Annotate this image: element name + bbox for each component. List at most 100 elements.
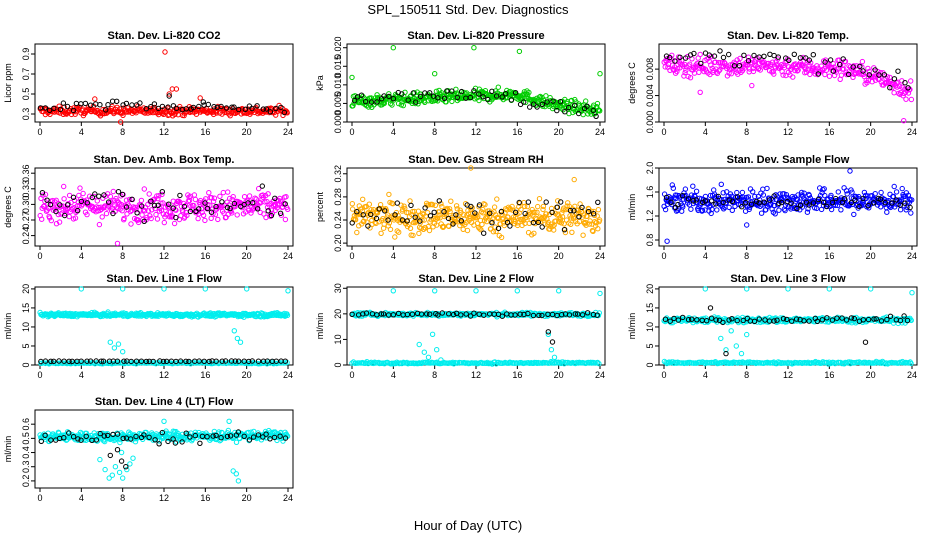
data-point	[208, 215, 214, 222]
x-tick-label: 16	[200, 370, 210, 380]
data-point	[245, 429, 252, 436]
data-point	[382, 208, 388, 214]
data-point	[540, 203, 547, 210]
data-point	[44, 197, 50, 203]
data-point	[576, 218, 583, 225]
data-point	[564, 203, 570, 209]
data-point	[595, 199, 601, 206]
data-point	[535, 203, 541, 210]
data-point	[166, 201, 172, 207]
data-point	[368, 211, 374, 218]
data-point	[429, 202, 436, 208]
data-point	[126, 196, 133, 203]
data-point	[697, 89, 703, 96]
data-point	[215, 216, 221, 223]
y-tick-label: 2.0	[645, 162, 655, 175]
data-point	[418, 311, 425, 317]
data-point	[789, 318, 795, 324]
data-point	[689, 316, 695, 322]
y-tick-label: 0.30	[21, 196, 31, 214]
y-tick-label: 0.008	[645, 58, 655, 81]
data-point	[810, 52, 816, 58]
data-point	[156, 193, 162, 199]
y-tick-label: 0.5	[21, 88, 31, 101]
data-point	[39, 216, 45, 222]
y-tick-label: 15	[645, 303, 655, 313]
data-point	[365, 223, 371, 229]
data-point	[87, 358, 94, 364]
data-point	[117, 119, 124, 125]
data-point	[228, 358, 235, 364]
data-point	[526, 89, 532, 96]
data-point	[761, 53, 767, 59]
data-point	[57, 106, 64, 113]
data-point	[821, 186, 827, 192]
data-point	[797, 55, 804, 61]
y-tick-label: 0.20	[333, 234, 343, 252]
data-point	[563, 217, 570, 223]
data-point	[510, 214, 517, 220]
data-point	[213, 203, 219, 210]
data-point	[361, 218, 367, 225]
data-points	[37, 418, 291, 484]
data-point	[410, 90, 416, 96]
data-points	[661, 286, 915, 367]
data-point	[530, 219, 537, 226]
data-point	[53, 197, 59, 204]
data-point	[120, 286, 126, 292]
data-point	[741, 65, 748, 71]
x-tick-label: 8	[120, 251, 125, 261]
data-point	[769, 59, 776, 65]
x-tick-label: 0	[349, 251, 354, 261]
data-point	[170, 205, 176, 211]
data-point	[265, 359, 272, 365]
data-point	[851, 211, 857, 218]
data-point	[100, 358, 107, 364]
data-point	[360, 311, 366, 317]
panel-title: Stan. Dev. Line 3 Flow	[730, 273, 846, 285]
data-point	[246, 193, 253, 199]
data-point	[236, 106, 242, 113]
data-point	[118, 449, 125, 456]
x-tick-label: 24	[907, 370, 917, 380]
data-point	[881, 72, 888, 78]
data-point	[465, 207, 471, 214]
y-tick-label: 20	[645, 284, 655, 294]
y-tick-label: 0.015	[333, 55, 343, 78]
data-point	[535, 219, 541, 226]
data-point	[284, 312, 291, 318]
x-tick-label: 24	[907, 251, 917, 261]
data-point	[662, 206, 669, 213]
data-point	[137, 100, 143, 106]
data-point	[683, 192, 689, 199]
data-point	[182, 202, 189, 209]
data-point	[878, 189, 884, 196]
data-point	[481, 312, 487, 318]
panel-5: Stan. Dev. Gas Stream RH0 4 8 12 16 20 240.200…	[315, 154, 606, 261]
x-tick-label: 4	[79, 251, 84, 261]
data-point	[495, 84, 501, 90]
data-point	[381, 100, 387, 107]
data-point	[390, 312, 397, 318]
data-point	[249, 358, 256, 364]
data-point	[437, 91, 443, 97]
y-axis-label: ml/min	[3, 313, 13, 340]
data-point	[829, 199, 836, 206]
data-point	[146, 191, 152, 197]
data-point	[42, 105, 49, 111]
data-point	[800, 54, 806, 61]
y-tick-label: 0.000	[645, 111, 655, 134]
data-point	[549, 339, 556, 345]
data-point	[105, 199, 112, 205]
data-point	[877, 196, 884, 202]
data-point	[363, 310, 370, 316]
data-point	[235, 478, 242, 484]
data-point	[724, 65, 730, 72]
data-point	[581, 212, 587, 218]
x-tick-label: 0	[349, 370, 354, 380]
data-point	[749, 82, 755, 89]
data-point	[583, 98, 589, 104]
data-point	[699, 207, 706, 214]
x-tick-label: 12	[159, 493, 169, 503]
